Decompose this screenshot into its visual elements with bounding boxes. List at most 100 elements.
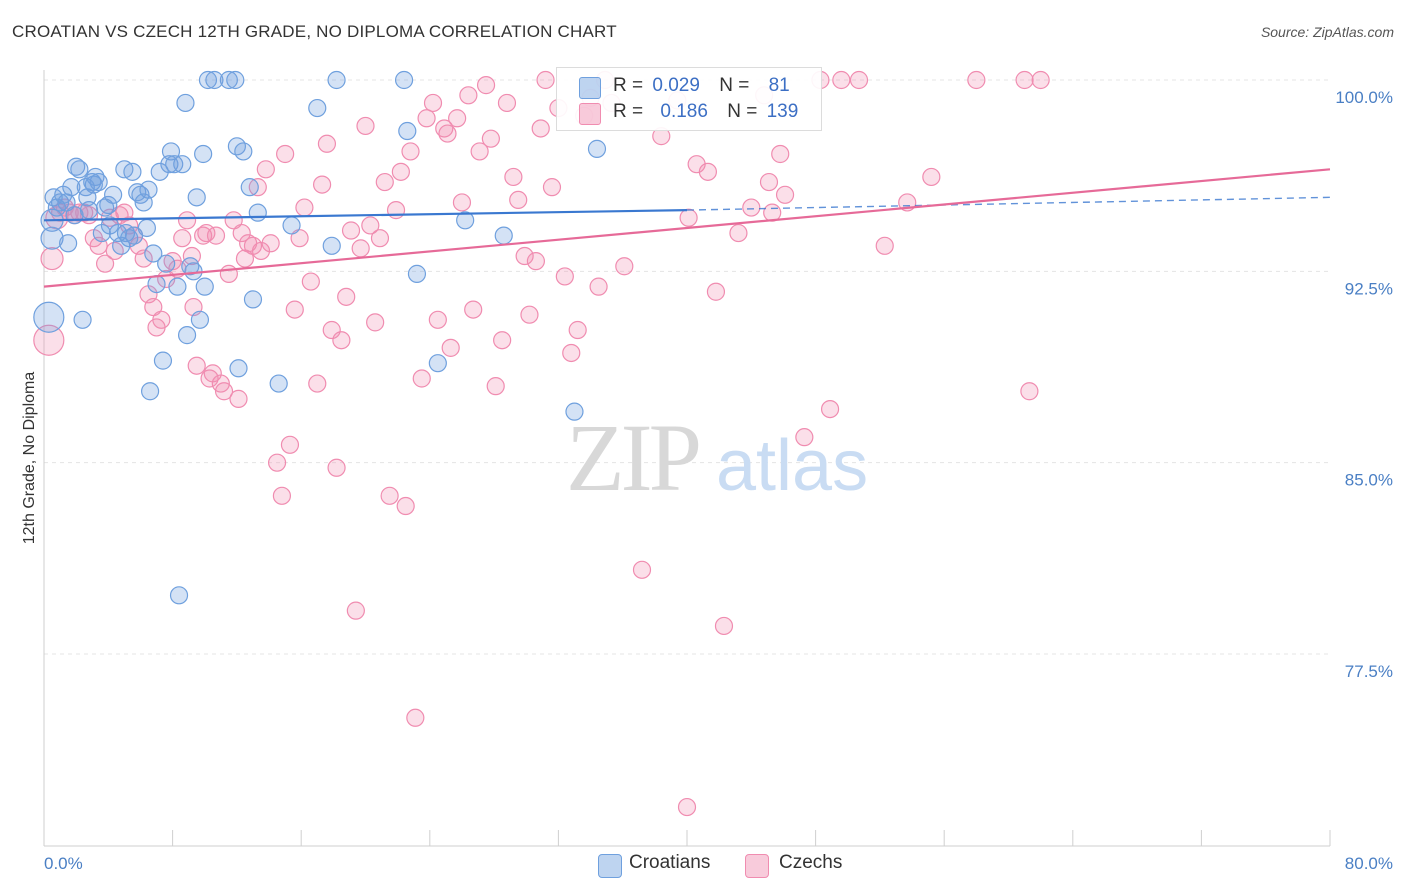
- czechs-legend-label: Czechs: [779, 852, 843, 873]
- y-tick-label: 85.0%: [1345, 471, 1393, 490]
- czech-point: [194, 226, 213, 245]
- czech-point: [562, 343, 581, 363]
- czech-point: [481, 129, 500, 148]
- czech-point: [177, 211, 197, 230]
- czech-point: [406, 708, 425, 727]
- croatians-legend-label: Croatians: [629, 852, 711, 873]
- croatian-point: [100, 216, 120, 235]
- czech-point: [317, 134, 337, 153]
- czech-point: [820, 399, 840, 419]
- croatians-points: [33, 70, 607, 605]
- y-axis-label: 12th Grade, No Diploma: [21, 372, 38, 545]
- czech-point: [470, 142, 489, 161]
- croatian-point: [248, 203, 267, 222]
- croatian-point: [99, 195, 118, 215]
- croatian-point: [153, 351, 173, 370]
- croatian-point: [565, 402, 584, 421]
- czech-point: [272, 486, 292, 505]
- croatian-point: [184, 262, 203, 281]
- croatian-point: [67, 157, 86, 176]
- y-tick-label: 77.5%: [1345, 662, 1393, 681]
- trend-lines: [43, 168, 1331, 288]
- croatian-point: [33, 301, 65, 333]
- czech-point: [391, 162, 410, 181]
- czech-point: [295, 198, 314, 217]
- tick-labels: 77.5% 85.0% 92.5% 100.0% 0.0% 80.0%: [44, 88, 1393, 873]
- croatian-point: [176, 93, 195, 113]
- n-value: 81: [768, 75, 790, 96]
- czech-point: [464, 300, 483, 319]
- chart-title: CROATIAN VS CZECH 12TH GRADE, NO DIPLOMA…: [12, 22, 617, 41]
- croatian-point: [70, 160, 89, 179]
- croatian-point: [86, 167, 105, 187]
- czech-point: [276, 144, 295, 164]
- croatian-point: [144, 244, 163, 263]
- czech-point: [40, 246, 64, 271]
- croatian-point: [157, 254, 176, 273]
- r-label: R =: [613, 75, 644, 96]
- croatians-stats: R = 0.029 N = 81: [613, 75, 790, 97]
- czech-point: [332, 331, 351, 350]
- czech-point: [504, 167, 523, 187]
- croatian-point: [168, 277, 187, 296]
- czech-point: [327, 458, 346, 477]
- croatian-point: [194, 144, 213, 164]
- czech-point: [1031, 70, 1050, 90]
- czech-point: [520, 305, 539, 324]
- czech-point: [476, 76, 496, 95]
- croatian-point: [123, 162, 142, 181]
- czech-point: [361, 216, 380, 235]
- croatian-point: [187, 188, 206, 207]
- czech-point: [285, 300, 304, 319]
- croatian-point: [456, 211, 475, 230]
- czech-point: [412, 369, 431, 388]
- croatian-point: [398, 121, 417, 141]
- czech-point: [742, 198, 761, 217]
- y-tick-label: 92.5%: [1345, 279, 1393, 298]
- czech-point: [795, 428, 814, 447]
- croatian-point: [269, 374, 288, 393]
- croatian-point: [120, 229, 139, 248]
- czech-point: [152, 310, 171, 329]
- croatian-point: [190, 310, 210, 329]
- croatian-point: [195, 277, 214, 296]
- croatian-point: [494, 226, 513, 245]
- croatian-point: [62, 178, 81, 197]
- czech-point: [417, 109, 436, 128]
- croatian-point: [65, 206, 84, 225]
- croatians-swatch: [579, 77, 601, 99]
- croatians-legend-swatch: [598, 854, 622, 878]
- czech-point: [714, 616, 734, 636]
- czech-point: [396, 496, 415, 516]
- croatian-point: [327, 70, 346, 90]
- czech-point: [370, 229, 390, 248]
- croatian-point: [243, 290, 263, 309]
- czech-point: [134, 249, 153, 268]
- series-legend: Croatians Czechs: [0, 852, 1406, 878]
- czech-point: [515, 246, 534, 266]
- croatian-point: [40, 226, 64, 250]
- croatian-point: [229, 359, 248, 378]
- czech-point: [428, 310, 447, 329]
- croatian-point: [124, 226, 144, 245]
- czech-point: [706, 282, 726, 301]
- czech-point: [261, 234, 280, 253]
- czech-point: [615, 257, 634, 276]
- r-label: R =: [613, 101, 644, 122]
- czech-point: [187, 356, 206, 375]
- croatian-point: [308, 98, 327, 118]
- czech-point: [173, 229, 192, 248]
- czech-point: [337, 287, 356, 306]
- czech-point: [256, 160, 275, 179]
- czech-point: [251, 241, 271, 261]
- croatians-trend-line: [43, 209, 688, 222]
- czech-point: [632, 560, 652, 579]
- croatian-point: [177, 326, 197, 345]
- croatian-point: [169, 586, 189, 605]
- croatian-point: [240, 178, 259, 197]
- x-tick-label: 80.0%: [1345, 854, 1393, 873]
- czech-point: [219, 264, 238, 283]
- croatian-point: [89, 172, 108, 192]
- czech-point: [679, 208, 698, 227]
